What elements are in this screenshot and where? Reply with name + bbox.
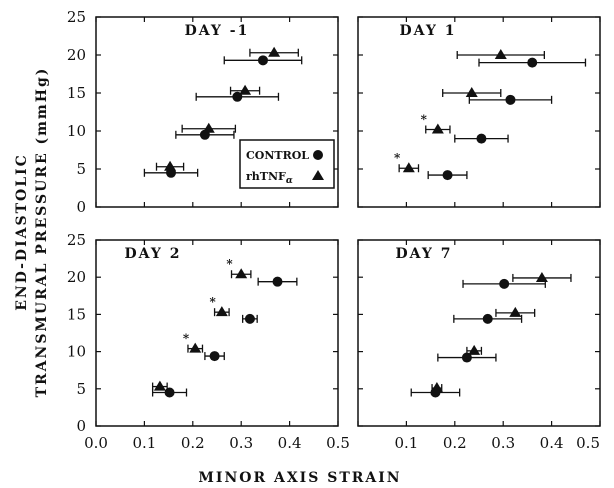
panel-frame: [95, 239, 339, 427]
data-point-control: [461, 352, 472, 363]
data-point-control: [499, 278, 510, 289]
y-tick-label: 15: [67, 305, 86, 323]
y-tick-label: 25: [67, 8, 86, 26]
panel-marks: [95, 16, 339, 208]
panel-marks: [357, 239, 601, 427]
x-tick-label: 0.5: [326, 434, 350, 452]
legend-label-rhtnf-main: rhTNF: [246, 170, 286, 183]
data-point-control: [257, 55, 268, 66]
data-point-rhtnf: [235, 268, 248, 279]
x-tick-label: 0.4: [540, 434, 564, 452]
panel-day-2: DAY 2 * * *: [95, 239, 339, 427]
data-point-rhtnf: [430, 382, 443, 393]
y-tick-label: 5: [76, 380, 86, 398]
data-point-rhtnf: [494, 49, 507, 59]
panel-title: DAY -1: [185, 23, 250, 39]
data-point-control: [442, 170, 453, 181]
y-tick-label: 25: [67, 231, 86, 249]
data-point-control: [527, 57, 538, 68]
panel-frame: [357, 239, 601, 427]
panel-day-1: DAY 1 **: [357, 16, 601, 208]
y-tick-label: 0: [76, 198, 86, 216]
x-tick-label: 0.2: [181, 434, 205, 452]
y-tick-label: 15: [67, 84, 86, 102]
x-tick-label: 0.1: [132, 434, 156, 452]
legend-marker-control: [313, 150, 323, 160]
y-tick-label: 0: [76, 417, 86, 435]
panel-marks: * * *: [95, 239, 339, 427]
panel-day-7: DAY 7: [357, 239, 601, 427]
y-tick-label: 20: [67, 268, 86, 286]
panel-frame: [357, 16, 601, 208]
data-point-rhtnf: [465, 87, 478, 97]
data-point-rhtnf: [215, 306, 228, 317]
legend-marker-rhtnf: [312, 170, 324, 180]
panel-frame: [95, 16, 339, 208]
x-tick-label: 0.0: [84, 434, 108, 452]
legend: CONTROL rhTNFα: [239, 139, 335, 189]
legend-label-rhtnf-sub: α: [286, 176, 293, 186]
x-tick-label: 0.1: [394, 434, 418, 452]
data-point-rhtnf: [268, 46, 281, 57]
significance-marker: *: [421, 112, 428, 126]
significance-marker: *: [209, 295, 216, 309]
panel-marks: **: [357, 16, 601, 208]
x-axis-title: MINOR AXIS STRAIN: [198, 470, 401, 486]
x-tick-label: 0.2: [443, 434, 467, 452]
axis-tick-labels: 0 5 10 15 20 25 0 5 10 15 20 25 0.0 0.1 0.2 0.3 0.4 0.5 0.…: [67, 8, 600, 452]
significance-marker: *: [226, 257, 233, 271]
y-tick-label: 20: [67, 46, 86, 64]
data-point-control: [209, 351, 220, 362]
panel-day-minus-1: DAY -1: [95, 16, 339, 208]
x-tick-label: 0.5: [576, 434, 600, 452]
data-point-control: [476, 133, 487, 144]
legend-label-rhtnf: rhTNFα: [246, 170, 293, 186]
data-point-rhtnf: [468, 344, 481, 355]
x-tick-label: 0.3: [491, 434, 515, 452]
data-point-rhtnf: [431, 123, 444, 134]
panel-title: DAY 2: [125, 246, 182, 262]
y-tick-label: 10: [67, 122, 86, 140]
panel-title: DAY 1: [400, 23, 457, 39]
data-point-control: [482, 313, 493, 324]
data-point-rhtnf: [202, 122, 215, 133]
data-point-control: [272, 276, 283, 287]
data-point-control: [244, 313, 255, 324]
panel-title: DAY 7: [396, 246, 453, 262]
data-point-rhtnf: [402, 162, 415, 173]
y-axis-title-line2: TRANSMURAL PRESSURE (mmHg): [34, 67, 50, 398]
y-axis-title-line1: END-DIASTOLIC: [14, 153, 30, 311]
data-point-rhtnf: [189, 342, 202, 353]
x-tick-label: 0.3: [229, 434, 253, 452]
significance-marker: *: [394, 151, 401, 165]
y-tick-label: 5: [76, 160, 86, 178]
data-point-rhtnf: [535, 271, 548, 282]
data-point-rhtnf: [164, 160, 177, 171]
x-tick-label: 0.4: [278, 434, 302, 452]
data-point-rhtnf: [509, 306, 522, 317]
data-point-rhtnf: [153, 380, 166, 391]
y-tick-label: 10: [67, 343, 86, 361]
significance-marker: *: [183, 332, 190, 346]
legend-label-control: CONTROL: [246, 149, 309, 162]
data-point-control: [505, 94, 516, 105]
data-point-rhtnf: [239, 84, 252, 95]
data-point-control: [164, 387, 175, 398]
